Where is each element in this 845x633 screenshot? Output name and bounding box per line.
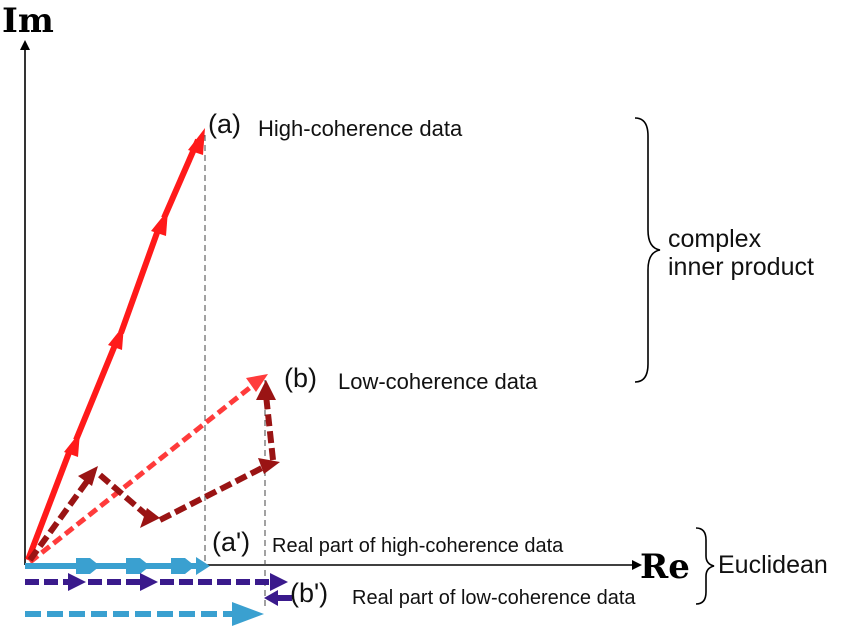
label-a-text: High-coherence data [258, 116, 463, 141]
label-a: (a) [208, 109, 241, 139]
high-coherence-segment-1 [25, 448, 73, 562]
low-coherence-component-arrowheads [78, 380, 280, 528]
low-coherence-resultant [28, 384, 254, 564]
real-high-arrowhead-3 [171, 558, 195, 574]
real-high-arrowhead-4 [196, 557, 210, 575]
label-b-prime-text: Real part of low-coherence data [352, 587, 636, 609]
high-coherence-segment-2 [73, 343, 118, 442]
low-component-4 [263, 394, 276, 461]
real-high-arrowhead-1 [76, 558, 100, 574]
complex-inner-product-brace [634, 117, 661, 383]
low-component-3 [158, 465, 264, 523]
low-coherence-component-chain [27, 394, 276, 562]
real-low-coherence-resultant [25, 602, 264, 626]
high-coherence-segment-3 [118, 228, 161, 335]
low-component-arrowhead-1 [78, 466, 98, 486]
high-coherence-segment-4 [161, 138, 201, 220]
label-a-prime-text: Real part of high-coherence data [272, 535, 564, 557]
euclidean-label: Euclidean [718, 551, 828, 579]
label-a-prime: (a') [212, 527, 250, 557]
low-component-2 [98, 472, 152, 521]
low-coherence-resultant-arrowhead [246, 374, 268, 392]
im-axis-label: Im [2, 1, 54, 41]
complex-label-line1: complex [668, 225, 762, 253]
low-component-arrowhead-2 [140, 508, 160, 528]
label-b-prime: (b') [290, 578, 328, 608]
real-low-resultant-arrowhead [232, 602, 264, 626]
real-low-arrowhead-1 [68, 573, 86, 591]
low-component-arrowhead-3 [258, 458, 280, 474]
real-low-arrowhead-2 [140, 573, 158, 591]
high-coherence-vector-chain [25, 138, 201, 562]
label-b-text: Low-coherence data [338, 369, 538, 394]
re-axis-label: Re [640, 547, 690, 587]
high-coherence-arrowhead-3 [151, 210, 168, 236]
label-b: (b) [284, 363, 317, 393]
euclidean-brace [695, 527, 715, 605]
high-coherence-arrowheads [64, 128, 205, 457]
real-low-arrowhead-4 [264, 590, 278, 606]
real-low-arrowhead-3 [270, 573, 288, 591]
high-coherence-arrowhead-2 [108, 325, 124, 350]
low-component-arrowhead-4 [256, 380, 276, 400]
real-high-bar [25, 563, 205, 569]
real-high-coherence-chain [25, 557, 210, 575]
complex-label-line2: inner product [668, 253, 814, 281]
high-coherence-arrowhead-4 [188, 128, 205, 155]
real-low-coherence-components [25, 573, 292, 606]
real-high-arrowhead-2 [126, 558, 150, 574]
high-coherence-arrowhead-1 [64, 432, 80, 457]
